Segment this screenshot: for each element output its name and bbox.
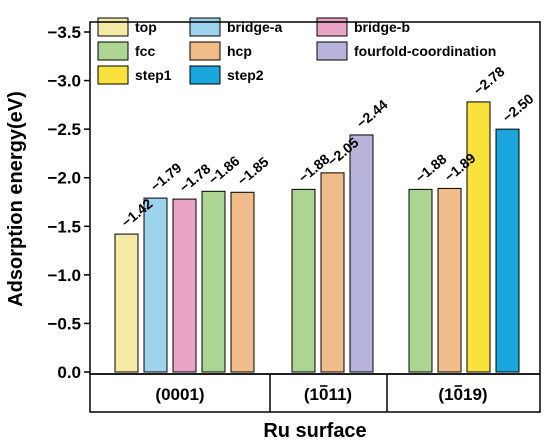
data-label: −1.79 [147, 159, 185, 194]
y-tick-label: −0.5 [47, 314, 81, 333]
surface-group-strip: (0001) (1011) (1019) [89, 373, 541, 413]
y-tick-label: −1.5 [47, 217, 81, 236]
bar-top [114, 233, 139, 373]
y-tick-label: −2.5 [47, 120, 81, 139]
bar-hcp [437, 187, 462, 373]
bar-bridge-b [172, 198, 197, 373]
bar-step1 [466, 101, 491, 373]
data-label: −2.78 [470, 63, 508, 98]
bar-fcc [291, 188, 316, 373]
y-tick-label: −2.0 [47, 169, 81, 188]
y-tick-label: −3.5 [47, 23, 81, 42]
y-tick-label: −3.0 [47, 72, 81, 91]
legend-label-fourfold-coordination: fourfold-coordination [354, 43, 496, 59]
legend-label-bridge-b: bridge-b [354, 19, 410, 35]
y-axis-ticks: 0.0 −0.5 −1.0 −1.5 −2.0 −2.5 −3.0 −3.5 [47, 23, 90, 382]
bar-hcp [320, 172, 345, 373]
surface-label: (1011) [304, 385, 352, 404]
x-axis-title: Ru surface [263, 420, 366, 442]
legend-swatch-bridge-a [189, 17, 221, 37]
bar-step2 [495, 128, 520, 373]
bar-fcc [408, 188, 433, 373]
y-tick-label: 0.0 [57, 363, 81, 382]
legend-label-hcp: hcp [227, 43, 252, 59]
legend-swatch-hcp [189, 41, 221, 61]
legend: top bridge-a bridge-b fcc hcp fourfold-coordi… [97, 17, 496, 85]
legend-swatch-fourfold-coordination [316, 41, 348, 61]
surface-label: (1019) [438, 385, 487, 404]
bars [114, 101, 520, 373]
y-axis-title: Adsorption energy(eV) [5, 91, 27, 307]
legend-label-bridge-a: bridge-a [227, 19, 282, 35]
legend-label-step2: step2 [227, 67, 264, 83]
bar-fcc [201, 190, 226, 373]
surface-label: (0001) [155, 385, 204, 404]
bar-hcp [230, 191, 255, 373]
legend-swatch-bridge-b [316, 17, 348, 37]
y-tick-label: −1.0 [47, 266, 81, 285]
data-label: −1.86 [205, 152, 243, 187]
legend-label-fcc: fcc [135, 43, 155, 59]
data-label: −1.88 [412, 151, 450, 186]
data-label: −2.50 [499, 90, 537, 125]
bar-fourfold-coordination [349, 134, 374, 373]
legend-swatch-top [97, 17, 129, 37]
plot-frame [89, 21, 541, 375]
legend-label-step1: step1 [135, 67, 172, 83]
legend-swatch-fcc [97, 41, 129, 61]
legend-swatch-step1 [97, 65, 129, 85]
legend-label-top: top [135, 19, 157, 35]
data-label: −1.85 [234, 153, 272, 188]
data-label: −2.44 [353, 96, 391, 131]
legend-swatch-step2 [189, 65, 221, 85]
bar-bridge-a [143, 197, 168, 373]
